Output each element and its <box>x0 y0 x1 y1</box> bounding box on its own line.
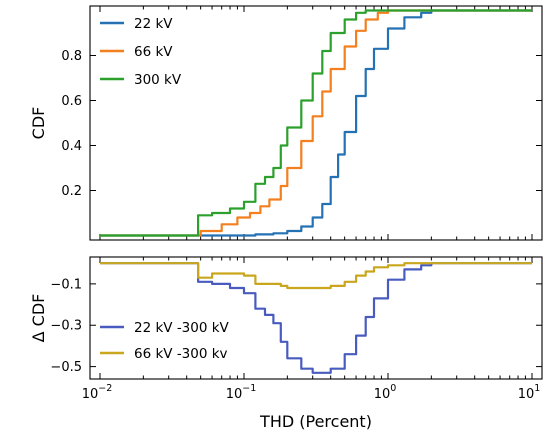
top-y-axis-label: CDF <box>29 107 48 140</box>
bottom-series-line-0 <box>100 262 532 374</box>
top-y-tick-label: 0.4 <box>61 139 82 154</box>
x-tick-label-base: 10 <box>226 387 243 402</box>
top-y-tick-label: 0.8 <box>61 49 82 64</box>
bottom-y-tick-label: −0.3 <box>50 319 82 334</box>
top-y-tick-label: 0.2 <box>61 184 82 199</box>
top-y-tick-label: 0.6 <box>61 94 82 109</box>
top-series-line-1 <box>100 9 532 237</box>
x-tick-label-base: 10 <box>82 387 99 402</box>
x-tick-label: 100 <box>374 383 397 402</box>
bottom-y-tick-label: −0.1 <box>50 277 82 292</box>
bottom-series-line-1 <box>100 262 532 290</box>
top-axes-frame <box>89 5 543 241</box>
top-legend-label-0: 22 kV <box>134 16 173 32</box>
top-legend-label-2: 300 kV <box>134 72 182 88</box>
top-panel: 0.2 0.4 0.6 0.8 CDF 22 kV 66 kV 300 kV <box>29 5 543 241</box>
x-tick-label-base: 10 <box>518 387 535 402</box>
bottom-panel: −0.1 −0.3 −0.5 Δ CDF 22 kV -300 kV 66 kV -3… <box>29 256 543 431</box>
bottom-legend-label-1: 66 kV -300 kv <box>134 346 228 362</box>
bottom-legend: 22 kV -300 kV 66 kV -300 kv <box>100 320 230 362</box>
x-tick-label: 10−2 <box>82 383 113 402</box>
x-tick-label-exponent: −2 <box>98 383 112 394</box>
bottom-y-axis-label: Δ CDF <box>29 294 48 343</box>
top-series-line-2 <box>100 9 532 237</box>
x-tick-label: 10−1 <box>226 383 257 402</box>
bottom-y-tick-label: −0.5 <box>50 360 82 375</box>
bottom-ticks: −0.1 −0.3 −0.5 <box>50 257 542 379</box>
x-axis-label: THD (Percent) <box>259 412 372 431</box>
x-tick-label: 101 <box>518 383 541 402</box>
top-series-line-0 <box>100 9 532 237</box>
top-ticks: 0.2 0.4 0.6 0.8 <box>61 6 542 240</box>
top-legend-label-1: 66 kV <box>134 44 173 60</box>
x-tick-label-exponent: −1 <box>242 383 256 394</box>
top-series-lines <box>100 9 532 237</box>
bottom-axes-frame <box>89 256 543 380</box>
x-tick-label-base: 10 <box>374 387 391 402</box>
x-tick-label-exponent: 0 <box>390 383 396 394</box>
top-legend: 22 kV 66 kV 300 kV <box>100 16 182 88</box>
x-tick-label-exponent: 1 <box>534 383 540 394</box>
x-tick-labels: 10−2 10−1 100 101 <box>82 383 541 402</box>
bottom-series-lines <box>100 262 532 374</box>
bottom-legend-label-0: 22 kV -300 kV <box>134 320 230 336</box>
